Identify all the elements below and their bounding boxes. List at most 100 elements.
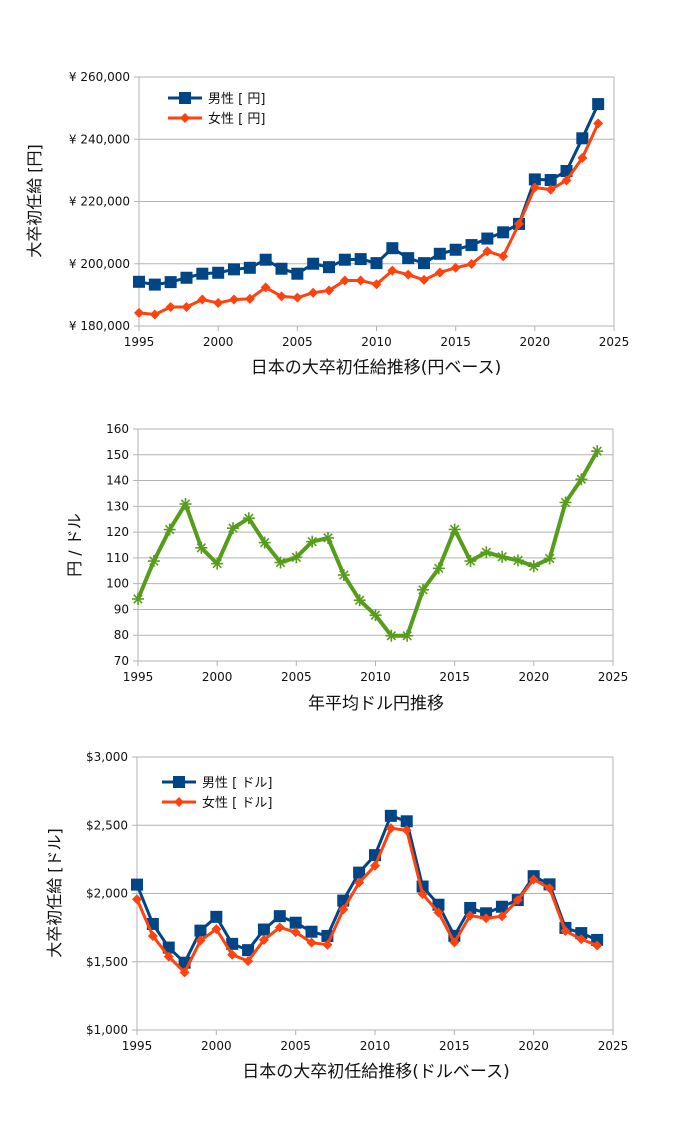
data-point: [448, 523, 461, 536]
x-tick-label: 2005: [280, 1039, 311, 1053]
data-point: [276, 291, 287, 302]
data-point: [353, 866, 366, 879]
chart-yen-salary: 日本の大卒初任給推移(円ベース) 大卒初任給 [円] ¥ 180,000 ¥ 20…: [25, 70, 629, 378]
data-point: [210, 910, 223, 923]
data-point: [243, 261, 256, 274]
y-tick-label: ¥ 200,000: [69, 257, 130, 271]
y-tick-label: $1,500: [86, 955, 128, 969]
data-point: [289, 916, 302, 929]
legend-label: 女性 [ 円]: [208, 111, 265, 127]
data-point: [400, 815, 413, 828]
data-point: [338, 253, 351, 266]
x-tick-label: 2025: [598, 670, 629, 684]
data-point: [243, 956, 254, 967]
data-point: [591, 445, 604, 458]
data-point: [213, 297, 224, 308]
series-line-1: [135, 826, 598, 974]
series-line-1: [138, 122, 600, 316]
data-point: [257, 923, 270, 936]
data-point: [179, 497, 192, 510]
data-point: [227, 522, 239, 535]
series-line-0: [135, 814, 598, 965]
data-point: [148, 278, 161, 291]
data-point: [434, 267, 445, 278]
data-point: [386, 242, 399, 255]
data-point: [338, 904, 349, 915]
y-tick-label: 90: [114, 602, 129, 616]
x-tick-label: 2015: [439, 1039, 470, 1053]
data-point: [147, 555, 160, 568]
data-point: [258, 536, 271, 549]
data-point: [465, 910, 476, 921]
data-point: [419, 274, 429, 285]
legend-label: 男性 [ ドル]: [202, 776, 272, 791]
y-tick-label: $2,500: [86, 818, 128, 832]
x-tick-label: 2025: [599, 335, 630, 349]
data-point: [165, 302, 176, 313]
data-point: [559, 496, 572, 509]
data-point: [260, 282, 271, 293]
data-point: [337, 569, 350, 582]
data-point: [305, 925, 318, 938]
x-tick-label: 2020: [519, 670, 550, 684]
x-tick-label: 2015: [440, 335, 471, 349]
data-point: [480, 546, 493, 559]
data-point: [194, 924, 207, 937]
data-point: [290, 551, 303, 564]
data-point: [450, 262, 461, 273]
y-tick-label: $3,000: [86, 750, 128, 764]
data-point: [211, 557, 224, 570]
data-point: [242, 944, 255, 957]
data-point: [339, 275, 350, 286]
data-point: [543, 552, 556, 565]
x-axis-title: 日本の大卒初任給推移(円ベース): [251, 358, 501, 378]
x-tick-label: 2010: [361, 335, 392, 349]
data-point: [324, 285, 334, 296]
y-tick-label: 140: [106, 474, 129, 488]
data-point: [274, 556, 287, 569]
data-point: [433, 247, 446, 260]
x-tick-label: 2000: [201, 1039, 232, 1053]
data-point: [575, 473, 588, 486]
data-point: [481, 913, 492, 924]
y-axis-title: 大卒初任給 [円]: [25, 144, 44, 258]
data-point: [544, 883, 555, 894]
x-tick-label: 2000: [203, 335, 234, 349]
data-point: [387, 265, 398, 276]
data-point: [147, 930, 158, 941]
data-point: [527, 560, 540, 573]
data-point: [371, 279, 382, 290]
data-point: [576, 132, 589, 145]
data-point: [323, 261, 335, 274]
data-point: [306, 937, 317, 948]
data-point: [132, 592, 144, 605]
data-point: [496, 550, 509, 563]
data-point: [227, 949, 238, 960]
data-point: [195, 935, 206, 946]
legend-label: 男性 [ 円]: [208, 92, 265, 107]
data-point: [592, 98, 605, 111]
data-point: [197, 294, 208, 305]
data-point: [498, 251, 509, 262]
data-point: [355, 275, 366, 286]
data-point: [354, 253, 367, 266]
x-tick-label: 1995: [122, 1039, 153, 1053]
data-point: [528, 874, 539, 885]
x-axis-title: 日本の大卒初任給推移(ドルベース): [242, 1062, 509, 1082]
data-point: [403, 269, 414, 280]
data-point: [464, 555, 477, 568]
data-point: [497, 226, 510, 239]
data-point: [370, 257, 383, 270]
x-axis-title: 年平均ドル円推移: [308, 694, 444, 714]
data-point: [432, 562, 445, 575]
data-point: [212, 266, 225, 279]
data-point: [496, 911, 507, 922]
data-point: [449, 243, 462, 256]
data-point: [273, 910, 286, 923]
x-tick-label: 2000: [202, 670, 233, 684]
data-point: [369, 609, 382, 622]
data-point: [164, 276, 177, 289]
x-tick-label: 1995: [123, 670, 154, 684]
data-point: [529, 182, 540, 193]
